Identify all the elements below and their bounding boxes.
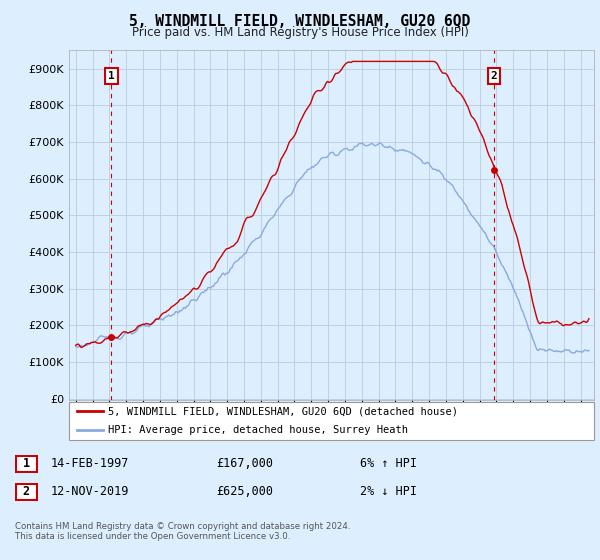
Text: 2: 2 [491, 71, 497, 81]
FancyBboxPatch shape [16, 456, 37, 472]
Text: 5, WINDMILL FIELD, WINDLESHAM, GU20 6QD: 5, WINDMILL FIELD, WINDLESHAM, GU20 6QD [130, 14, 470, 29]
Text: £167,000: £167,000 [216, 457, 273, 470]
Text: 6% ↑ HPI: 6% ↑ HPI [360, 457, 417, 470]
Text: 1: 1 [108, 71, 115, 81]
Text: HPI: Average price, detached house, Surrey Heath: HPI: Average price, detached house, Surr… [109, 425, 409, 435]
Text: 1: 1 [23, 457, 30, 470]
Text: £625,000: £625,000 [216, 485, 273, 498]
Text: This data is licensed under the Open Government Licence v3.0.: This data is licensed under the Open Gov… [15, 532, 290, 541]
Text: 2% ↓ HPI: 2% ↓ HPI [360, 485, 417, 498]
Text: 12-NOV-2019: 12-NOV-2019 [51, 485, 130, 498]
Text: 5, WINDMILL FIELD, WINDLESHAM, GU20 6QD (detached house): 5, WINDMILL FIELD, WINDLESHAM, GU20 6QD … [109, 406, 458, 416]
Text: 2: 2 [23, 485, 30, 498]
Text: Contains HM Land Registry data © Crown copyright and database right 2024.: Contains HM Land Registry data © Crown c… [15, 522, 350, 531]
Text: 14-FEB-1997: 14-FEB-1997 [51, 457, 130, 470]
FancyBboxPatch shape [16, 484, 37, 500]
Text: Price paid vs. HM Land Registry's House Price Index (HPI): Price paid vs. HM Land Registry's House … [131, 26, 469, 39]
FancyBboxPatch shape [69, 402, 594, 440]
